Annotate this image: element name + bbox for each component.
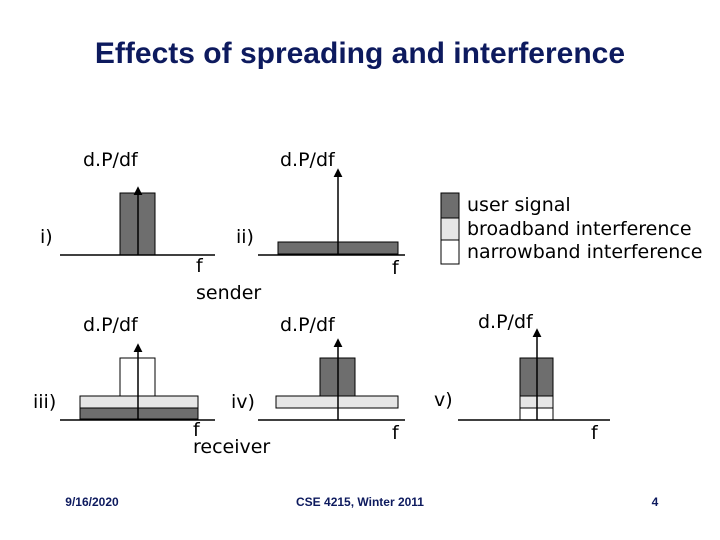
x-axis-label: f <box>392 422 400 444</box>
panel-label: iv) <box>231 391 255 413</box>
legend-swatch <box>440 239 460 265</box>
panel-label: v) <box>434 389 453 411</box>
x-axis-label: f <box>591 422 599 444</box>
legend-entry: broadband interference <box>467 218 692 240</box>
panel-label: ii) <box>236 226 254 248</box>
caption: sender <box>196 282 261 304</box>
x-axis-label: f <box>196 255 204 277</box>
legend-entry: user signal <box>467 194 571 216</box>
y-axis-label: d.P/df <box>83 314 139 336</box>
caption: receiver <box>193 436 270 458</box>
y-axis-label: d.P/df <box>478 311 534 333</box>
panel-iii: d.P/df iii) f receiver <box>33 314 270 458</box>
legend: user signal broadband interference narro… <box>440 192 702 265</box>
broadband <box>275 395 399 409</box>
panel-label: i) <box>40 226 53 248</box>
panel-i: d.P/df i) f sender <box>40 149 261 304</box>
legend-swatch <box>440 217 460 241</box>
panel-iv: d.P/df iv) f <box>231 314 405 444</box>
panel-label: iii) <box>33 391 56 413</box>
broadband <box>79 395 199 409</box>
footer-course: CSE 4215, Winter 2011 <box>296 495 424 509</box>
legend-swatch <box>440 192 460 219</box>
x-axis-label: f <box>193 419 201 441</box>
footer-page: 4 <box>652 495 659 509</box>
panel-v: d.P/df v) f <box>434 311 610 444</box>
panel-ii: d.P/df ii) f <box>236 149 405 279</box>
title: Effects of spreading and interference <box>95 37 625 70</box>
legend-entry: narrowband interference <box>467 241 702 263</box>
footer-date: 9/16/2020 <box>65 495 119 509</box>
user-signal <box>79 407 199 420</box>
x-axis-label: f <box>392 257 400 279</box>
y-axis-label: d.P/df <box>83 149 139 171</box>
y-axis-label: d.P/df <box>280 149 336 171</box>
y-axis-label: d.P/df <box>280 314 336 336</box>
